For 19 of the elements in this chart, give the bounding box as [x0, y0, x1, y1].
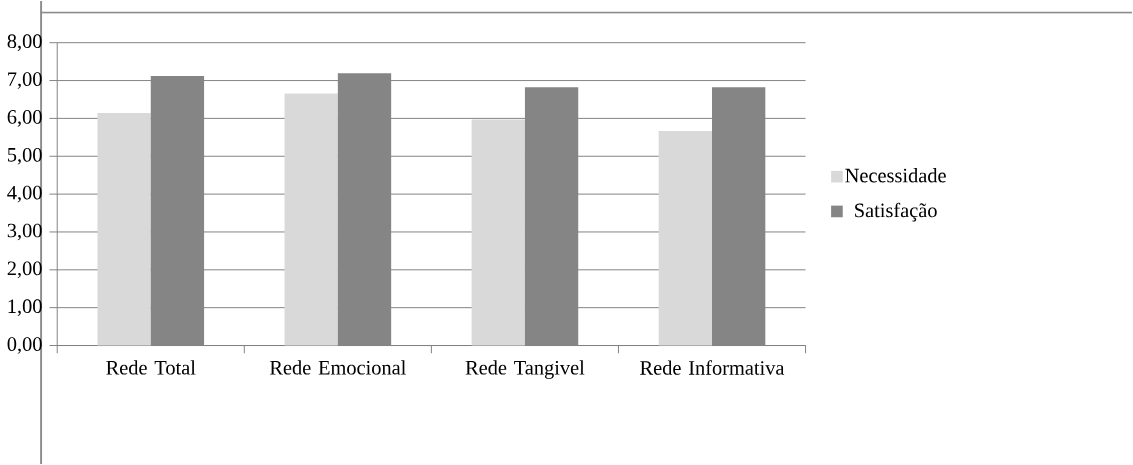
bar: [284, 93, 338, 346]
y-tick-label: 4,00: [7, 185, 42, 203]
y-tick-label: 2,00: [7, 261, 42, 279]
y-tick-label: 5,00: [7, 147, 42, 165]
bar: [97, 113, 151, 346]
y-tick-label: 6,00: [7, 110, 42, 127]
x-tick-label: Rede Tangivel: [465, 360, 585, 379]
bar: [658, 130, 713, 346]
x-tick-label: Rede Emocional: [269, 360, 406, 375]
y-tick-label: 0,00: [7, 337, 42, 354]
y-tick-label: 3,00: [7, 223, 42, 241]
y-tick-label: 7,00: [8, 72, 42, 89]
y-tick-label: 1,00: [8, 299, 42, 317]
x-tick-label: Rede Total: [106, 360, 196, 375]
legend-label: Satisfação: [855, 202, 937, 222]
legend-label: Necessidade: [845, 168, 946, 183]
x-tick-label: Rede Informativa: [640, 360, 785, 375]
bar: [471, 119, 525, 346]
y-tick-label: 8,00: [7, 34, 42, 52]
